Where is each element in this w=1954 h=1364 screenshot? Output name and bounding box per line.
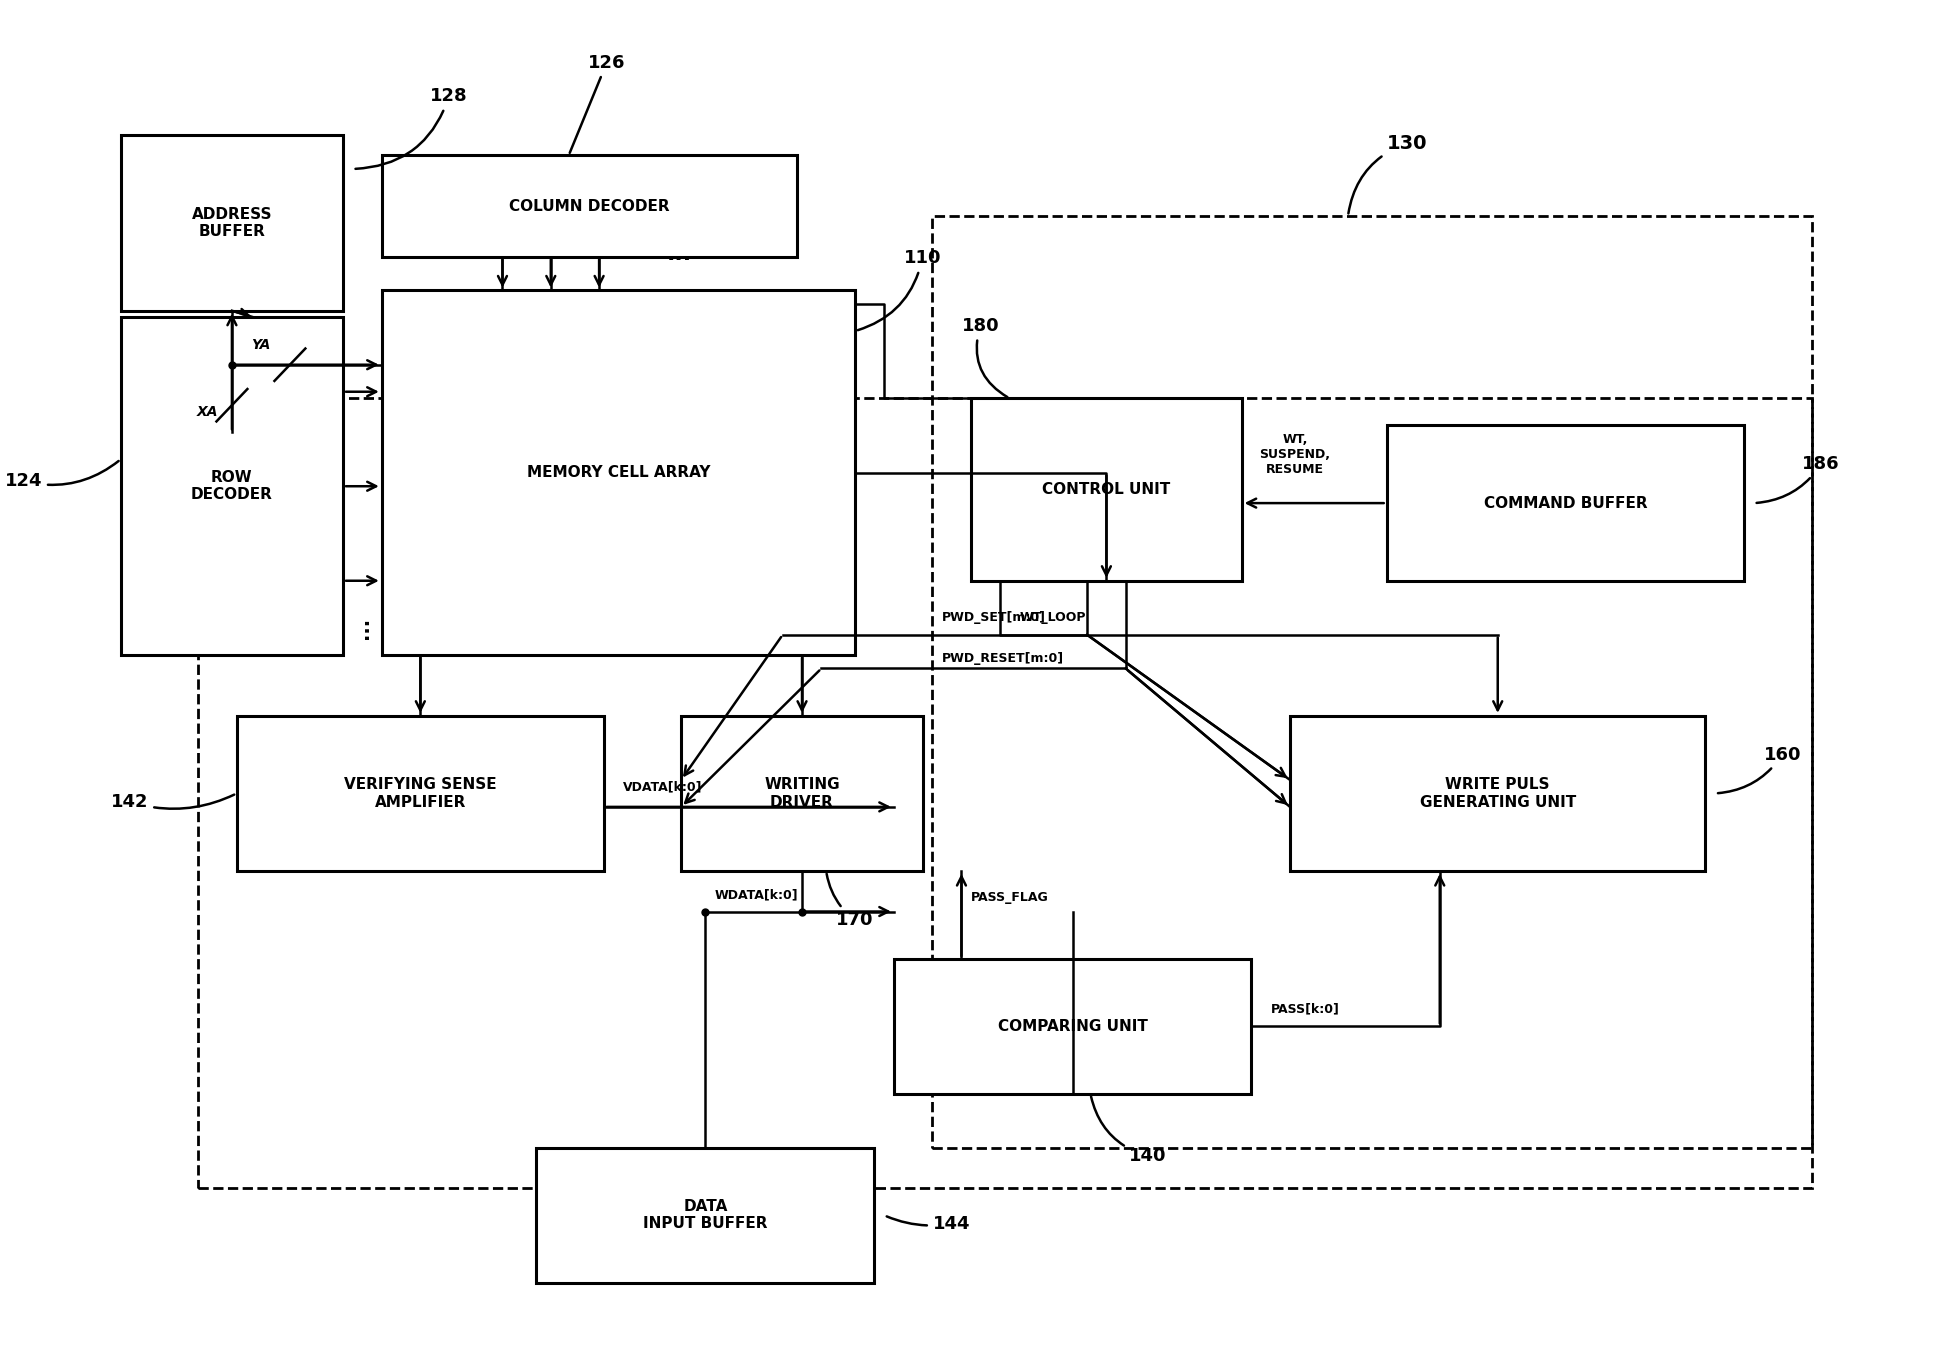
Text: ADDRESS
BUFFER: ADDRESS BUFFER xyxy=(191,207,272,239)
Bar xyxy=(535,1147,875,1282)
Text: 110: 110 xyxy=(858,250,942,330)
Bar xyxy=(682,716,922,872)
Text: 142: 142 xyxy=(111,792,234,810)
Text: 140: 140 xyxy=(1090,1097,1167,1165)
Text: WDATA[k:0]: WDATA[k:0] xyxy=(715,888,799,902)
Bar xyxy=(1387,426,1745,581)
Bar xyxy=(197,398,1811,1188)
Bar xyxy=(1290,716,1706,872)
Text: DATA
INPUT BUFFER: DATA INPUT BUFFER xyxy=(643,1199,768,1232)
Text: 130: 130 xyxy=(1348,134,1426,214)
Text: WRITING
DRIVER: WRITING DRIVER xyxy=(764,777,840,810)
Bar xyxy=(893,959,1251,1094)
Text: 144: 144 xyxy=(887,1215,969,1233)
Text: YA: YA xyxy=(252,337,270,352)
Text: 160: 160 xyxy=(1718,746,1802,794)
Text: ...: ... xyxy=(666,244,692,265)
Text: WT_LOOP: WT_LOOP xyxy=(1020,611,1086,625)
Text: 126: 126 xyxy=(571,53,625,153)
Bar xyxy=(121,135,344,311)
Text: PWD_RESET[m:0]: PWD_RESET[m:0] xyxy=(942,652,1065,664)
Bar xyxy=(236,716,604,872)
Text: ROW
DECODER: ROW DECODER xyxy=(191,471,274,502)
Text: 186: 186 xyxy=(1757,456,1841,503)
Text: VDATA[k:0]: VDATA[k:0] xyxy=(623,780,703,794)
Text: COLUMN DECODER: COLUMN DECODER xyxy=(510,199,670,214)
Text: 170: 170 xyxy=(827,874,873,929)
Text: VERIFYING SENSE
AMPLIFIER: VERIFYING SENSE AMPLIFIER xyxy=(344,777,496,810)
Text: MEMORY CELL ARRAY: MEMORY CELL ARRAY xyxy=(528,465,709,480)
Text: 128: 128 xyxy=(356,87,467,169)
Text: 180: 180 xyxy=(961,316,1008,397)
Bar xyxy=(381,291,856,655)
Text: COMPARING UNIT: COMPARING UNIT xyxy=(998,1019,1147,1034)
Bar xyxy=(381,155,797,256)
Text: XA: XA xyxy=(197,405,219,419)
Text: WT,
SUSPEND,
RESUME: WT, SUSPEND, RESUME xyxy=(1258,434,1331,476)
Text: PASS[k:0]: PASS[k:0] xyxy=(1270,1003,1340,1016)
Text: PASS_FLAG: PASS_FLAG xyxy=(971,892,1049,904)
Bar xyxy=(971,398,1241,581)
Text: 124: 124 xyxy=(4,461,119,490)
Text: PWD_SET[m:0]: PWD_SET[m:0] xyxy=(942,611,1045,625)
Text: ...: ... xyxy=(354,617,371,638)
Text: CONTROL UNIT: CONTROL UNIT xyxy=(1041,481,1170,496)
Bar xyxy=(932,217,1811,1147)
Text: WRITE PULS
GENERATING UNIT: WRITE PULS GENERATING UNIT xyxy=(1421,777,1575,810)
Bar xyxy=(121,318,344,655)
Text: COMMAND BUFFER: COMMAND BUFFER xyxy=(1483,495,1647,510)
